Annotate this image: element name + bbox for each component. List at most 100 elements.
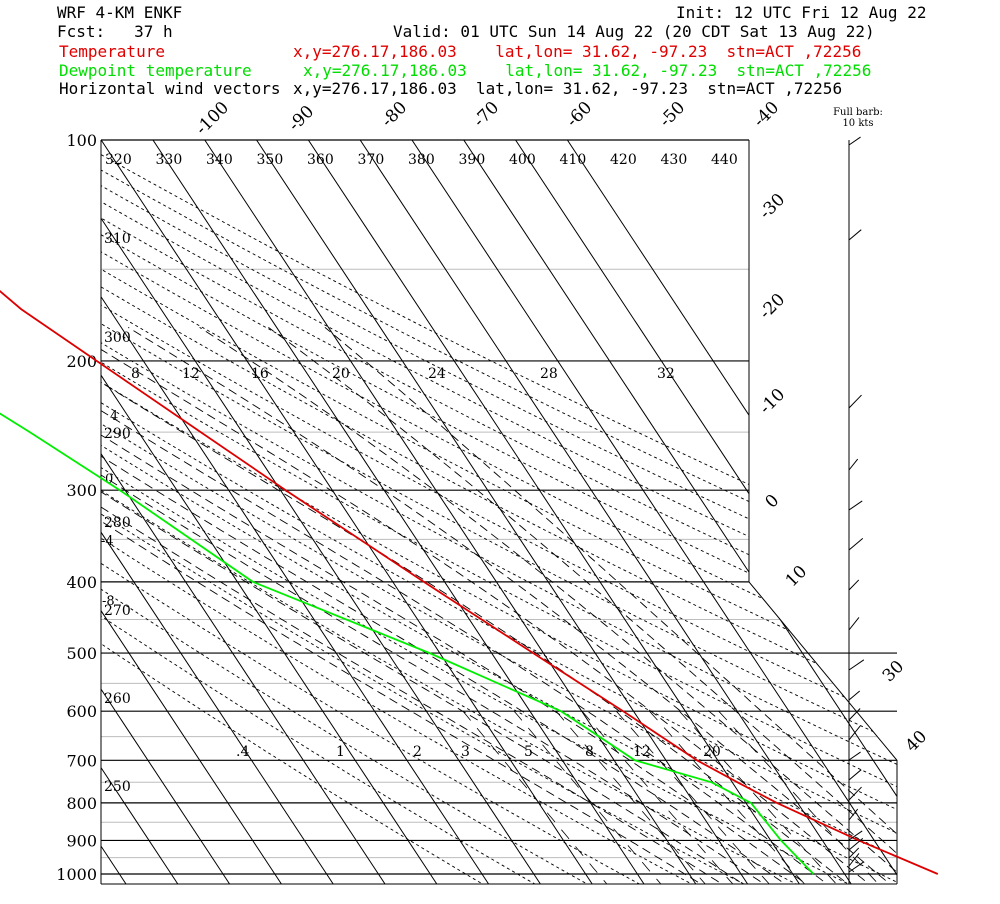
pressure-label: 1000 [56,865,97,884]
dewpoint-legend-label: Dewpoint temperature [59,61,252,80]
theta-e-label: 440 [711,152,738,168]
dry-adiabat [101,140,897,884]
wind-barb [848,853,860,867]
isotherm-line [411,140,897,875]
dry-adiabat [101,140,897,884]
pressure-label: 800 [66,794,97,813]
isotherm-line-ext [533,873,541,884]
isotherm-line [101,140,535,875]
pressure-label: 500 [66,644,97,663]
isotherm-line-ext [377,873,386,884]
theta-e-label: 400 [509,152,536,168]
wetbulb-label: 24 [428,366,446,382]
theta-e-label: 430 [661,152,688,168]
moist-adiabat [101,327,711,884]
isotherm-line [101,140,224,875]
wind-barb [848,847,860,859]
wind-barb [848,786,862,801]
theta-label: 300 [104,330,131,346]
dry-adiabat [101,140,897,884]
theta-label: 260 [104,691,131,707]
isotherm-line-ext [118,873,127,884]
isotherm-label: -40 [750,98,784,132]
wind-barb [848,830,863,841]
dry-adiabat [101,140,897,884]
dry-adiabat [101,140,897,884]
isotherm-line [515,140,897,875]
wetbulb-label: 8 [131,366,140,382]
isotherm-line-ext [170,873,179,884]
isotherm-line [101,140,587,875]
dry-adiabat [101,140,545,884]
moist-adiabat [101,327,793,884]
frame-right [748,140,898,884]
isotherm-line [0,140,16,874]
isotherm-line [566,140,897,875]
isotherm-line [204,140,690,875]
isotherm-line-ext [636,873,645,884]
isotherm-label: -60 [563,98,597,132]
isotherm-line-ext [792,873,800,884]
theta-e-label: 420 [610,152,637,168]
isotherm-label: -10 [756,385,790,419]
dry-adiabat [101,140,897,884]
isotherm-label: -80 [378,98,412,132]
dry-adiabat [101,140,860,884]
dry-adiabat [101,140,897,884]
wind-barb [848,725,861,741]
wetbulb-side-label: -8 [102,594,115,609]
moist-adiabat [101,327,814,884]
mixing-ratio-line [462,710,612,884]
isotherm-line-ext [429,873,438,884]
isotherm-label: 30 [879,657,908,686]
mixing-ratio-line [718,710,884,884]
dry-adiabat [101,140,703,884]
dry-adiabat [101,140,897,884]
dry-adiabat [101,140,897,884]
isotherm-label: 10 [782,562,811,591]
dry-adiabat [101,140,897,884]
dewpoint-profile-line [0,412,815,875]
isotherm-label: -20 [756,290,790,324]
dry-adiabat [101,140,897,884]
mixing-ratio-line [555,710,711,884]
dewpoint-legend-location: x,y=276.17,186.03 lat,lon= 31.62, -97.23… [303,61,872,80]
isotherm-line-ext [844,873,852,884]
isotherm-label: -70 [470,98,504,132]
mixing-ratio-line [581,710,738,884]
mixing-ratio-line [616,710,775,884]
mixing-ratio-label: 3 [461,744,470,760]
theta-e-label: 410 [560,152,587,168]
dry-adiabat [101,140,897,884]
isotherm-line-ext [948,874,955,884]
pressure-label: 200 [66,352,97,371]
isotherm-label: -30 [756,190,790,224]
pressure-label: 900 [66,831,97,850]
moist-adiabat [101,327,773,884]
theta-e-label: 330 [156,152,183,168]
theta-label: 290 [104,426,131,442]
wind-barb [848,229,862,241]
mixing-ratio-label: 2 [413,744,422,760]
pressure-label: 400 [66,573,97,592]
theta-e-label: 380 [408,152,435,168]
wetbulb-label: 28 [540,366,558,382]
barb-key-line2: 10 kts [842,118,873,129]
wetbulb-label: 16 [251,366,269,382]
isotherm-line [463,140,897,875]
isotherm-line-ext [222,873,231,884]
mixing-ratio-line [679,710,842,884]
wind-barb [848,838,864,851]
model-title: WRF 4-KM ENKF [57,3,183,22]
wind-barb [848,708,861,721]
pressure-label: 600 [66,702,97,721]
isotherm-line-ext [274,873,282,884]
dry-adiabat [101,140,897,884]
wind-barb [848,861,865,873]
dry-adiabat [101,140,808,884]
theta-e-label: 390 [459,152,486,168]
isotherm-line-ext [16,874,23,884]
dry-adiabat [101,140,897,884]
wetbulb-side-label: 0 [105,472,113,487]
mixing-ratio-line [513,710,666,884]
